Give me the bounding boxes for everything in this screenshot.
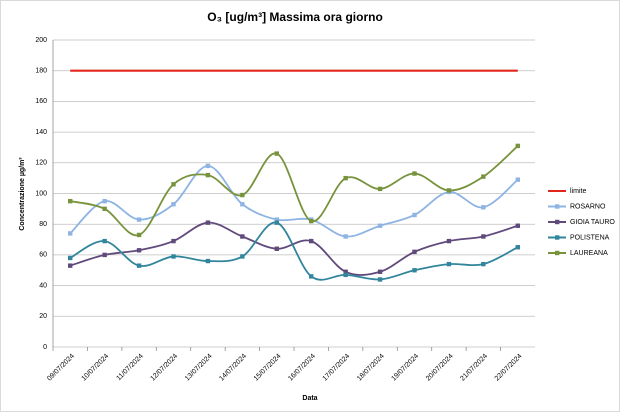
y-tick-label: 120 bbox=[35, 160, 47, 167]
marker bbox=[343, 175, 348, 181]
marker bbox=[68, 255, 73, 261]
legend-label: POLISTENA bbox=[570, 234, 610, 241]
marker bbox=[205, 220, 211, 225]
marker bbox=[481, 205, 486, 210]
marker bbox=[274, 151, 279, 156]
marker bbox=[68, 198, 73, 204]
marker bbox=[412, 249, 417, 255]
marker bbox=[171, 202, 176, 207]
legend-marker bbox=[555, 250, 560, 256]
marker bbox=[240, 192, 245, 198]
marker bbox=[343, 272, 348, 278]
marker bbox=[343, 269, 348, 274]
legend-marker bbox=[555, 235, 560, 240]
legend-label: LAUREANA bbox=[570, 250, 608, 257]
marker bbox=[274, 220, 279, 225]
series-line bbox=[69, 164, 519, 238]
marker bbox=[171, 254, 176, 259]
marker bbox=[102, 238, 107, 244]
marker bbox=[377, 277, 383, 282]
y-tick-label: 0 bbox=[43, 344, 47, 351]
y-tick-label: 100 bbox=[35, 190, 47, 197]
marker bbox=[274, 246, 279, 251]
legend-marker bbox=[555, 219, 560, 225]
legend-marker bbox=[555, 204, 560, 209]
marker bbox=[309, 274, 314, 279]
y-tick-label: 60 bbox=[39, 252, 47, 259]
marker bbox=[515, 245, 520, 250]
marker bbox=[171, 238, 176, 244]
marker bbox=[309, 238, 314, 244]
marker bbox=[102, 206, 107, 212]
series-line bbox=[69, 221, 519, 276]
marker bbox=[481, 174, 486, 179]
marker bbox=[68, 263, 73, 268]
marker bbox=[240, 202, 245, 207]
y-tick-label: 80 bbox=[39, 221, 47, 228]
marker bbox=[240, 254, 245, 259]
y-axis-title: Concentrazione µg/m³ bbox=[19, 157, 26, 231]
legend-label: limite bbox=[570, 188, 586, 195]
marker bbox=[171, 182, 176, 187]
marker bbox=[377, 186, 383, 192]
marker bbox=[515, 177, 520, 182]
y-tick-label: 20 bbox=[39, 313, 47, 320]
marker bbox=[240, 234, 245, 239]
marker bbox=[309, 218, 314, 224]
marker bbox=[205, 163, 211, 169]
marker bbox=[205, 172, 211, 178]
marker bbox=[446, 188, 452, 193]
marker bbox=[515, 143, 520, 149]
marker bbox=[343, 234, 348, 239]
series-line bbox=[69, 221, 519, 281]
marker bbox=[446, 238, 452, 244]
marker bbox=[136, 263, 142, 268]
marker bbox=[412, 171, 417, 176]
marker bbox=[481, 234, 486, 239]
marker bbox=[136, 217, 142, 222]
x-axis-title: Data bbox=[302, 395, 317, 402]
legend-label: GIOIA TAURO bbox=[570, 219, 615, 226]
y-tick-label: 40 bbox=[39, 282, 47, 289]
marker bbox=[274, 217, 279, 222]
legend-label: ROSARNO bbox=[570, 203, 606, 210]
marker bbox=[515, 223, 520, 228]
marker bbox=[412, 212, 417, 218]
chart-title: O₃ [ug/m³] Massima ora giorno bbox=[207, 10, 383, 24]
marker bbox=[102, 198, 107, 204]
marker bbox=[68, 231, 73, 236]
marker bbox=[481, 261, 486, 267]
marker bbox=[136, 232, 142, 238]
y-tick-label: 180 bbox=[35, 68, 47, 75]
marker bbox=[205, 258, 211, 264]
y-tick-label: 140 bbox=[35, 129, 47, 136]
marker bbox=[102, 252, 107, 258]
y-tick-label: 160 bbox=[35, 98, 47, 105]
marker bbox=[136, 248, 142, 253]
series-line bbox=[70, 145, 519, 237]
marker bbox=[412, 268, 417, 273]
marker bbox=[377, 269, 383, 274]
marker bbox=[377, 223, 383, 228]
marker bbox=[446, 261, 452, 267]
y-tick-label: 200 bbox=[35, 37, 47, 44]
